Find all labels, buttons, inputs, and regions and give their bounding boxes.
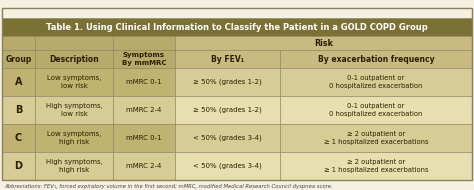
Bar — [2, 68, 35, 96]
Bar — [175, 96, 280, 124]
Text: ≥ 2 outpatient or
≥ 1 hospitalized exacerbations: ≥ 2 outpatient or ≥ 1 hospitalized exace… — [324, 131, 428, 145]
Text: By FEV₁: By FEV₁ — [211, 55, 244, 63]
Bar — [2, 18, 472, 36]
Text: Symptoms
By mmMRC: Symptoms By mmMRC — [122, 52, 166, 66]
Text: High symptoms,
low risk: High symptoms, low risk — [46, 103, 102, 117]
Bar — [280, 50, 472, 68]
Text: D: D — [15, 161, 22, 171]
Text: Abbreviations: FEV₁, forced expiratory volume in the first second; mMRC, modifie: Abbreviations: FEV₁, forced expiratory v… — [4, 184, 333, 189]
Text: By exacerbation frequency: By exacerbation frequency — [318, 55, 434, 63]
Bar — [113, 50, 175, 68]
Text: mMRC 0-1: mMRC 0-1 — [126, 79, 162, 85]
Text: High symptoms,
high risk: High symptoms, high risk — [46, 159, 102, 173]
Bar — [2, 124, 35, 152]
Bar — [35, 36, 113, 50]
Bar — [113, 68, 175, 96]
Bar — [2, 96, 35, 124]
Text: mMRC 2-4: mMRC 2-4 — [126, 107, 162, 113]
Text: ≥ 2 outpatient or
≥ 1 hospitalized exacerbations: ≥ 2 outpatient or ≥ 1 hospitalized exace… — [324, 159, 428, 173]
Text: B: B — [15, 105, 22, 115]
Bar — [35, 124, 113, 152]
Bar — [35, 96, 113, 124]
Text: Group: Group — [5, 55, 32, 63]
Bar — [113, 36, 175, 50]
Bar — [175, 50, 280, 68]
Text: ≥ 50% (grades 1-2): ≥ 50% (grades 1-2) — [193, 107, 262, 113]
Text: mMRC 2-4: mMRC 2-4 — [126, 163, 162, 169]
Text: Table 1. Using Clinical Information to Classify the Patient in a GOLD COPD Group: Table 1. Using Clinical Information to C… — [46, 22, 428, 32]
Text: 0-1 outpatient or
0 hospitalized exacerbation: 0-1 outpatient or 0 hospitalized exacerb… — [329, 75, 423, 89]
Bar — [175, 124, 280, 152]
Text: Low symptoms,
low risk: Low symptoms, low risk — [47, 75, 101, 89]
Bar — [113, 124, 175, 152]
Text: ≥ 50% (grades 1-2): ≥ 50% (grades 1-2) — [193, 79, 262, 85]
Text: < 50% (grades 3-4): < 50% (grades 3-4) — [193, 163, 262, 169]
Text: 0-1 outpatient or
0 hospitalized exacerbation: 0-1 outpatient or 0 hospitalized exacerb… — [329, 103, 423, 117]
Text: < 50% (grades 3-4): < 50% (grades 3-4) — [193, 135, 262, 141]
Text: C: C — [15, 133, 22, 143]
Bar — [175, 68, 280, 96]
Bar — [35, 68, 113, 96]
Bar — [2, 50, 35, 68]
Text: Description: Description — [49, 55, 99, 63]
Bar — [280, 68, 472, 96]
Bar — [2, 152, 35, 180]
Bar — [35, 152, 113, 180]
Bar — [280, 96, 472, 124]
Bar — [175, 36, 472, 50]
Bar — [175, 152, 280, 180]
Bar — [280, 124, 472, 152]
Bar — [35, 50, 113, 68]
Text: A: A — [15, 77, 22, 87]
Bar — [280, 152, 472, 180]
Bar — [2, 36, 35, 50]
Text: mMRC 0-1: mMRC 0-1 — [126, 135, 162, 141]
Bar — [113, 96, 175, 124]
Bar — [113, 152, 175, 180]
Text: Risk: Risk — [314, 39, 333, 48]
Text: Low symptoms,
high risk: Low symptoms, high risk — [47, 131, 101, 145]
